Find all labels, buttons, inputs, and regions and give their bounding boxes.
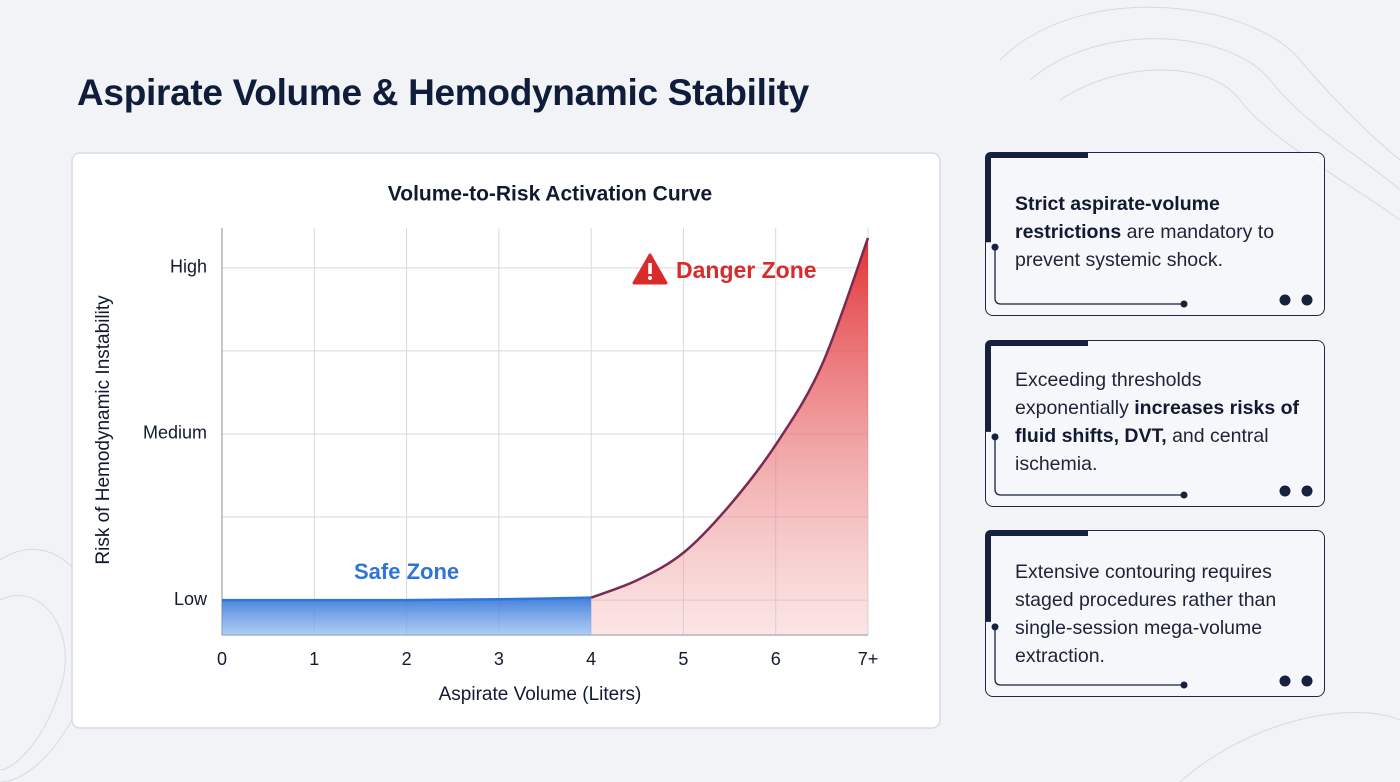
area-fill (222, 597, 592, 635)
warning-dot (648, 276, 652, 280)
card-text: Exceeding thresholds exponentially incre… (1015, 366, 1304, 478)
text: are mandatory to prevent systemic shock. (1015, 221, 1275, 271)
info-card: Exceeding thresholds exponentially incre… (984, 339, 1325, 507)
card-decor (984, 151, 1312, 307)
x-tick-label: 5 (678, 649, 688, 669)
card-decor (984, 339, 1312, 498)
bold-text: Strict aspirate-volume restrictions (1015, 193, 1220, 243)
x-tick-label: 6 (771, 649, 781, 669)
line (590, 237, 870, 599)
decor-contours (0, 6, 1400, 782)
text: Exceeding thresholds exponentially (1015, 369, 1202, 419)
bold-text: increases risks of fluid shifts, DVT, (1015, 397, 1300, 447)
x-tick-label: 3 (494, 649, 504, 669)
y-tick-label: Medium (143, 423, 207, 443)
card-text: Extensive contouring requires staged pro… (1015, 558, 1304, 670)
x-tick-label: 0 (217, 649, 227, 669)
legend-label: Danger Zone (676, 257, 817, 283)
page-title: Aspirate Volume & Hemodynamic Stability (77, 72, 809, 113)
warning-bang (648, 263, 652, 274)
card-text: Strict aspirate-volume restrictions are … (1015, 190, 1304, 274)
x-tick-label: 7+ (858, 649, 879, 669)
y-axis-label: Risk of Hemodynamic Instability (93, 295, 114, 565)
x-axis-label: Aspirate Volume (Liters) (439, 684, 642, 705)
text: and central ischemia. (1015, 425, 1269, 475)
area-fill (591, 237, 868, 635)
x-tick-label: 1 (309, 649, 319, 669)
x-tick-label: 2 (402, 649, 412, 669)
line (222, 596, 592, 602)
y-tick-label: Low (174, 589, 208, 609)
text: Extensive contouring requires staged pro… (1015, 561, 1277, 667)
card-decor (984, 529, 1312, 688)
y-tick-label: High (170, 257, 207, 277)
chart-title: Volume-to-Risk Activation Curve (388, 183, 712, 206)
warning-icon (632, 253, 668, 285)
info-card: Strict aspirate-volume restrictions are … (984, 151, 1325, 316)
legend-label: Safe Zone (354, 559, 459, 584)
x-tick-label: 4 (586, 649, 596, 669)
info-card: Extensive contouring requires staged pro… (984, 529, 1325, 697)
